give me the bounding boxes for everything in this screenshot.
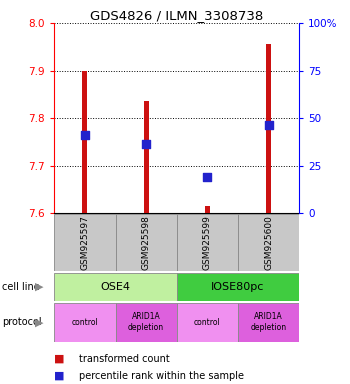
Bar xyxy=(144,101,149,213)
Text: ARID1A
depletion: ARID1A depletion xyxy=(128,313,164,332)
Text: protocol: protocol xyxy=(2,317,41,327)
Bar xyxy=(205,206,210,213)
Text: GSM925600: GSM925600 xyxy=(264,215,273,270)
Point xyxy=(204,174,210,180)
Title: GDS4826 / ILMN_3308738: GDS4826 / ILMN_3308738 xyxy=(90,9,263,22)
Bar xyxy=(116,303,177,342)
Point xyxy=(266,122,272,128)
Text: ■: ■ xyxy=(54,354,65,364)
Bar xyxy=(238,303,299,342)
Text: control: control xyxy=(194,318,221,327)
Text: OSE4: OSE4 xyxy=(100,282,131,292)
Point xyxy=(82,132,88,138)
Text: GSM925599: GSM925599 xyxy=(203,215,212,270)
Bar xyxy=(116,214,177,271)
Text: ■: ■ xyxy=(54,371,65,381)
Bar xyxy=(238,214,299,271)
Text: IOSE80pc: IOSE80pc xyxy=(211,282,265,292)
Bar xyxy=(54,214,116,271)
Bar xyxy=(177,214,238,271)
Bar xyxy=(54,273,177,301)
Text: transformed count: transformed count xyxy=(79,354,169,364)
Text: ▶: ▶ xyxy=(35,282,43,292)
Bar xyxy=(266,45,271,213)
Text: control: control xyxy=(71,318,98,327)
Bar xyxy=(83,71,88,213)
Text: cell line: cell line xyxy=(2,282,40,292)
Text: ▶: ▶ xyxy=(35,317,43,327)
Text: GSM925598: GSM925598 xyxy=(142,215,150,270)
Bar xyxy=(54,303,116,342)
Text: percentile rank within the sample: percentile rank within the sample xyxy=(79,371,244,381)
Bar xyxy=(177,303,238,342)
Text: ARID1A
depletion: ARID1A depletion xyxy=(251,313,287,332)
Point xyxy=(144,141,149,147)
Text: GSM925597: GSM925597 xyxy=(80,215,89,270)
Bar xyxy=(177,273,299,301)
